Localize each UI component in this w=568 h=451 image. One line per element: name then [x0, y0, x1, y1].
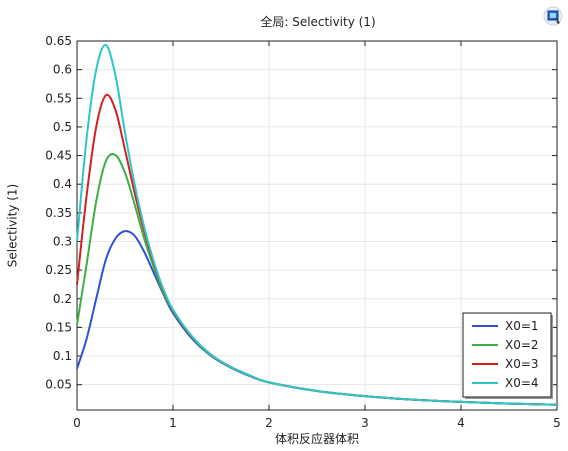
y-tick-label: 0.35 — [45, 206, 72, 220]
y-tick-label: 0.6 — [53, 63, 72, 77]
y-tick-label: 0.1 — [53, 349, 72, 363]
x-axis: 0 1 2 3 4 5 — [73, 41, 561, 430]
x-tick-label: 5 — [553, 416, 561, 430]
x-tick-label: 0 — [73, 416, 81, 430]
legend-label: X0=4 — [505, 376, 539, 390]
image-export-icon[interactable] — [542, 5, 564, 27]
series-line-x0-4 — [76, 44, 558, 406]
y-axis-title: Selectivity (1) — [6, 184, 20, 267]
y-tick-label: 0.5 — [53, 120, 72, 134]
legend-label: X0=3 — [505, 357, 539, 371]
y-tick-label: 0.15 — [45, 320, 72, 334]
plot-title: 全局: Selectivity (1) — [260, 15, 376, 29]
x-axis-title: 体积反应器体积 — [275, 431, 359, 446]
plot-area — [76, 40, 558, 411]
y-axis: 0.05 0.1 0.15 0.2 0.25 0.3 0.35 0.4 0.45 0.5 0.55 0… — [45, 34, 557, 392]
y-tick-label: 0.4 — [53, 177, 72, 191]
y-tick-label: 0.55 — [45, 91, 72, 105]
x-tick-label: 3 — [361, 416, 369, 430]
x-tick-label: 2 — [265, 416, 273, 430]
y-tick-label: 0.45 — [45, 149, 72, 163]
y-tick-label: 0.05 — [45, 378, 72, 392]
legend: X0=1 X0=2 X0=3 X0=4 — [462, 312, 553, 399]
x-tick-label: 4 — [457, 416, 465, 430]
x-tick-label: 1 — [169, 416, 177, 430]
y-tick-label: 0.25 — [45, 263, 72, 277]
legend-label: X0=1 — [505, 319, 539, 333]
legend-label: X0=2 — [505, 338, 539, 352]
y-tick-label: 0.2 — [53, 292, 72, 306]
y-tick-label: 0.3 — [53, 234, 72, 248]
y-tick-label: 0.65 — [45, 34, 72, 48]
series-lines — [76, 44, 558, 406]
